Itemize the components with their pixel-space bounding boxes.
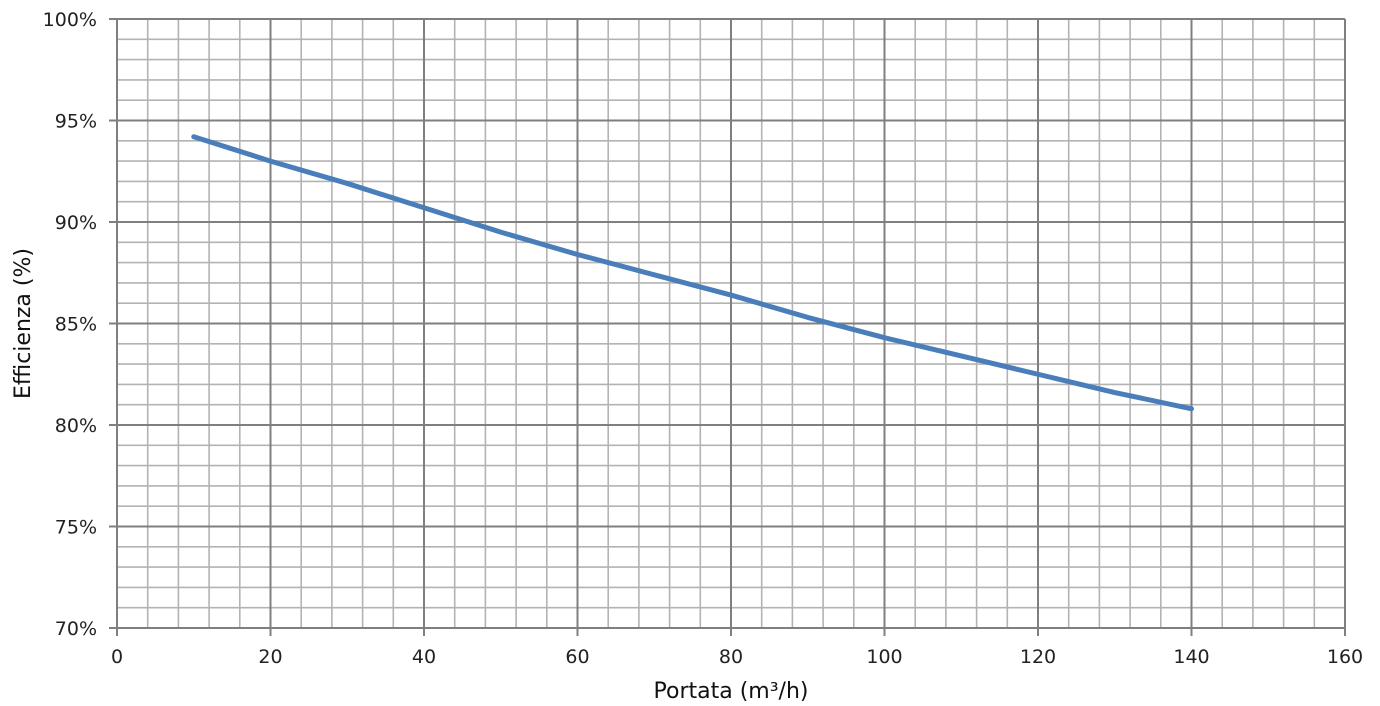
- y-tick-label: 95%: [55, 111, 97, 133]
- x-tick-label: 100: [866, 646, 902, 668]
- x-tick-labels: 0 20 40 60 80 100 120 140 160: [111, 646, 1363, 668]
- y-tick-labels: 70% 75% 80% 85% 90% 95% 100%: [43, 9, 97, 640]
- x-tick-label: 160: [1327, 646, 1363, 668]
- y-axis-title: Efficienza (%): [11, 248, 36, 399]
- x-tick-label: 0: [111, 646, 123, 668]
- axes: [109, 18, 1346, 636]
- y-tick-label: 90%: [55, 212, 97, 234]
- y-tick-label: 70%: [55, 618, 97, 640]
- y-tick-label: 100%: [43, 9, 97, 31]
- y-tick-label: 80%: [55, 415, 97, 437]
- x-tick-label: 120: [1020, 646, 1056, 668]
- x-tick-label: 80: [719, 646, 743, 668]
- x-tick-label: 20: [258, 646, 282, 668]
- x-tick-label: 40: [412, 646, 436, 668]
- series-line-0: [191, 134, 1194, 412]
- y-tick-label: 75%: [55, 517, 97, 539]
- y-tick-label: 85%: [55, 314, 97, 336]
- series-layer: [191, 134, 1194, 412]
- x-tick-label: 140: [1173, 646, 1209, 668]
- x-tick-label: 60: [565, 646, 589, 668]
- x-axis-title: Portata (m³/h): [654, 679, 809, 704]
